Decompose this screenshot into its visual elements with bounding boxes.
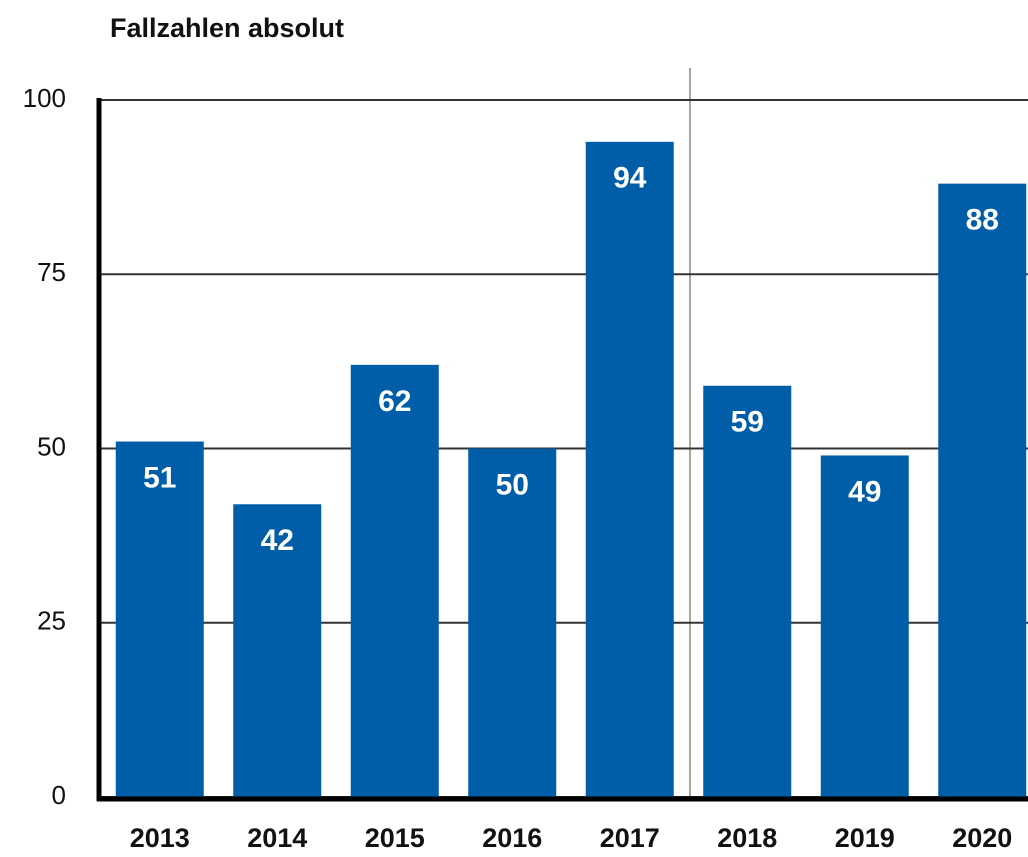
bar bbox=[233, 504, 322, 797]
value-label: 50 bbox=[496, 468, 529, 501]
x-tick-label: 2017 bbox=[600, 823, 660, 853]
value-label: 88 bbox=[966, 204, 999, 237]
y-tick-label: 100 bbox=[23, 83, 66, 113]
value-label: 62 bbox=[378, 385, 411, 418]
y-tick-label: 75 bbox=[37, 257, 66, 287]
value-label: 94 bbox=[613, 162, 647, 195]
chart-title: Fallzahlen absolut bbox=[110, 13, 344, 43]
bar bbox=[938, 183, 1027, 797]
y-tick-label: 25 bbox=[37, 606, 66, 636]
x-tick-label: 2020 bbox=[952, 823, 1012, 853]
value-label: 42 bbox=[261, 524, 294, 557]
x-tick-label: 2013 bbox=[130, 823, 190, 853]
bar bbox=[820, 455, 909, 797]
x-tick-label: 2019 bbox=[835, 823, 895, 853]
y-tick-label: 50 bbox=[37, 431, 66, 461]
value-label: 49 bbox=[848, 475, 881, 508]
bar bbox=[350, 364, 439, 797]
bar bbox=[468, 448, 557, 797]
x-tick-label: 2014 bbox=[247, 823, 307, 853]
bar bbox=[115, 441, 204, 797]
y-tick-label: 0 bbox=[52, 780, 66, 810]
bar bbox=[585, 141, 674, 797]
value-label: 51 bbox=[143, 461, 176, 494]
x-tick-label: 2018 bbox=[717, 823, 777, 853]
x-tick-label: 2015 bbox=[365, 823, 425, 853]
bar bbox=[703, 385, 792, 797]
x-tick-label: 2016 bbox=[482, 823, 542, 853]
value-label: 59 bbox=[731, 406, 764, 439]
